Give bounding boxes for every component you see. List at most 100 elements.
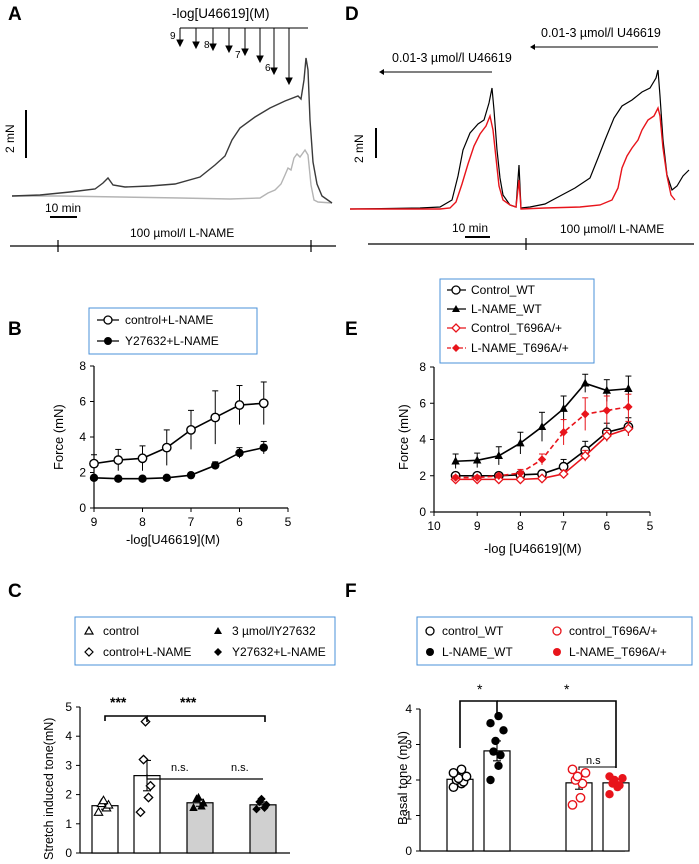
panel-a-conc-9: 9 xyxy=(170,31,176,42)
c-ytick-label: 1 xyxy=(65,817,72,831)
legend-b: control+L-NAME Y27632+L-NAME xyxy=(88,307,258,355)
b-point xyxy=(162,473,171,483)
b-point xyxy=(234,400,245,410)
f-data-point xyxy=(572,771,583,782)
panel-a-title: -log[U46619](M) xyxy=(172,6,270,21)
c-sig-bracket-2 xyxy=(147,715,266,722)
panel-a-arrows xyxy=(176,28,293,86)
e-point xyxy=(558,468,569,480)
b-point xyxy=(138,474,147,483)
panel-letter-c: C xyxy=(8,581,22,602)
legend-e-label-3: L-NAME_T696A/+ xyxy=(471,341,569,355)
c-data-point xyxy=(255,797,264,807)
e-xtick-label: 9 xyxy=(474,519,481,533)
b-point xyxy=(211,461,220,470)
c-data-point xyxy=(140,716,151,727)
f-data-point xyxy=(486,775,495,785)
panel-a-time-label: 10 min xyxy=(45,201,81,215)
chart-e: 0 2 4 6 8 10 9 8 7 6 5 xyxy=(419,360,653,533)
chart-b: 0 2 4 6 8 9 8 7 6 5 xyxy=(79,359,291,529)
c-data-point xyxy=(145,780,156,791)
b-xtick-label: 9 xyxy=(91,515,98,529)
trace-gray-a xyxy=(12,148,333,204)
c-data-point xyxy=(93,806,104,816)
b-point xyxy=(235,448,244,458)
e-point xyxy=(494,451,503,460)
panel-d-time-label: 10 min xyxy=(452,221,488,235)
panel-d-scale-label: 2 mN xyxy=(352,134,366,163)
panel-c-sig-1: *** xyxy=(110,694,127,710)
f-data-point xyxy=(489,747,498,756)
legend-b-label-0: control+L-NAME xyxy=(125,313,213,327)
f-data-point xyxy=(494,711,503,721)
c-data-point xyxy=(252,805,261,814)
c-ns-bracket-1 xyxy=(146,774,200,780)
b-point xyxy=(89,458,99,469)
f-data-point xyxy=(486,719,495,728)
c-bar-3 xyxy=(249,804,277,854)
panel-a-scale-label: 2 mN xyxy=(3,124,17,153)
panel-a-conc-8: 8 xyxy=(204,40,210,51)
legend-f-label-2: control_T696A/+ xyxy=(569,624,657,638)
panel-f-ylabel: Basal tone (mN) xyxy=(395,731,410,825)
f-data-point xyxy=(615,781,624,790)
panel-letter-d: D xyxy=(345,4,359,25)
c-ytick-label: 0 xyxy=(65,846,72,860)
e-xtick-label: 5 xyxy=(647,519,654,533)
f-data-point xyxy=(496,750,505,760)
c-data-point xyxy=(103,799,114,809)
b-ytick-label: 6 xyxy=(79,395,86,409)
e-point xyxy=(581,378,590,387)
e-point xyxy=(536,473,548,484)
f-data-point xyxy=(618,774,627,783)
c-data-point xyxy=(138,754,149,765)
b-point xyxy=(114,474,123,483)
panel-a-trace: -log[U46619](M) 9 8 7 6 2 mN 10 min 100 … xyxy=(3,6,336,252)
b-point xyxy=(137,453,148,464)
legend-f-label-1: L-NAME_WT xyxy=(442,645,513,659)
panel-a-condition: 100 µmol/l L-NAME xyxy=(130,226,234,240)
b-point xyxy=(259,443,268,452)
e-point xyxy=(516,438,525,447)
chart-f: 0 1 2 3 4 xyxy=(405,700,630,858)
panel-d-label-right: 0.01-3 µmol/l U46619 xyxy=(541,26,661,40)
f-ytick-label: 0 xyxy=(405,844,412,858)
c-data-point xyxy=(194,792,203,801)
b-ytick-label: 0 xyxy=(79,501,86,515)
c-data-point xyxy=(199,798,208,807)
e-point xyxy=(473,473,482,482)
e-point xyxy=(473,455,482,464)
e-point xyxy=(515,474,526,485)
e-ytick-label: 6 xyxy=(419,396,426,410)
e-xtick-label: 6 xyxy=(603,519,610,533)
f-bar-2 xyxy=(565,782,593,852)
legend-c-label-2: 3 µmol/lY27632 xyxy=(232,624,316,638)
f-data-point xyxy=(491,736,500,746)
f-ytick-label: 1 xyxy=(405,809,412,823)
e-point xyxy=(602,385,611,394)
e-xtick-label: 7 xyxy=(560,519,567,533)
panel-f-sig-1: * xyxy=(477,681,483,697)
e-point xyxy=(451,473,460,482)
e-point xyxy=(602,406,611,415)
panel-c-ylabel: Stretch induced tone(mN) xyxy=(42,718,56,860)
e-point xyxy=(516,468,525,478)
b-xtick-label: 7 xyxy=(188,515,195,529)
e-xtick-label: 10 xyxy=(427,519,441,533)
f-ytick-label: 2 xyxy=(405,773,412,787)
panel-e-xlabel: -log [U46619](M) xyxy=(484,541,582,556)
b-point xyxy=(186,424,196,435)
legend-b-label-1: Y27632+L-NAME xyxy=(125,334,219,348)
e-point xyxy=(559,428,568,437)
e-point xyxy=(624,402,633,412)
legend-c-label-0: control xyxy=(103,624,139,638)
panel-letter-a: A xyxy=(8,4,22,25)
panel-d-trace: 0.01-3 µmol/l U46619 0.01-3 µmol/l U4661… xyxy=(349,26,694,250)
b-xtick-label: 5 xyxy=(285,515,292,529)
f-ns-bracket xyxy=(578,766,616,770)
b-ytick-label: 2 xyxy=(79,466,86,480)
c-data-point xyxy=(262,800,271,810)
f-data-point xyxy=(494,761,503,770)
panel-b-ylabel: Force (mN) xyxy=(51,404,66,470)
c-data-point xyxy=(143,792,154,803)
